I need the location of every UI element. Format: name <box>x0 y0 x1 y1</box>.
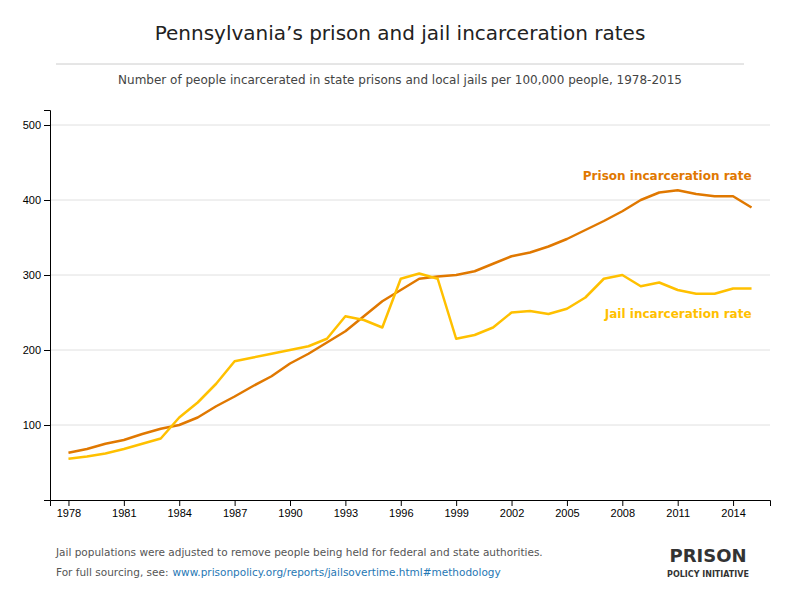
x-tick-label: 1984 <box>167 507 191 519</box>
x-tick-label: 1993 <box>334 507 358 519</box>
grid-line <box>50 350 770 351</box>
x-tick: 1987 <box>223 500 247 519</box>
y-tick: 300 <box>23 269 50 281</box>
x-tick: 2008 <box>611 500 635 519</box>
y-tick: 200 <box>23 344 50 356</box>
x-tick: 1993 <box>334 500 358 519</box>
x-tick: 2011 <box>666 500 690 519</box>
x-tick: 2002 <box>500 500 524 519</box>
x-tick-label: 1978 <box>57 507 81 519</box>
grid-line <box>50 425 770 426</box>
y-tick: 100 <box>23 419 50 431</box>
x-tick-mark <box>124 500 125 506</box>
x-tick-mark <box>512 500 513 506</box>
title: Pennsylvania’s prison and jail incarcera… <box>155 21 646 45</box>
logo: PRISON <box>669 545 746 566</box>
y-tick-mark <box>44 350 50 351</box>
x-tick: 1984 <box>167 500 191 519</box>
x-tick-label: 2011 <box>666 507 690 519</box>
series-label: Jail incarceration rate <box>604 307 752 321</box>
x-tick-mark <box>733 500 734 506</box>
y-tick-label: 100 <box>23 419 41 431</box>
grid-line <box>50 200 770 201</box>
x-tick-label: 1996 <box>389 507 413 519</box>
x-tick-mark <box>235 500 236 506</box>
x-tick-label: 2002 <box>500 507 524 519</box>
x-axis: 1978 1981 1984 1987 1990 1993 1996 1999 2002 2005… <box>51 500 771 519</box>
x-tick: 1999 <box>444 500 468 519</box>
y-tick: 500 <box>23 119 50 131</box>
plot: 1978198119841987199019931996199920022005… <box>23 111 771 519</box>
y-tick: 400 <box>23 194 50 206</box>
footnote: Jail populations were adjusted to remove… <box>55 546 543 558</box>
series-labels: Prison incarceration rate Jail incarcerat… <box>583 169 752 320</box>
y-axis: 100 200 300 400 500 <box>23 111 51 501</box>
x-tick: 1990 <box>278 500 302 519</box>
line-series <box>68 190 751 453</box>
x-tick: 1996 <box>389 500 413 519</box>
y-tick-mark <box>44 125 50 126</box>
y-tick-mark <box>44 200 50 201</box>
y-tick-label: 500 <box>23 119 41 131</box>
x-tick-label: 2005 <box>555 507 579 519</box>
x-tick-label: 2008 <box>611 507 635 519</box>
y-tick-label: 300 <box>23 269 41 281</box>
x-tick: 1978 <box>57 500 81 519</box>
y-tick-mark <box>44 275 50 276</box>
x-tick-mark <box>678 500 679 506</box>
x-tick-mark <box>68 500 69 506</box>
line-series <box>68 274 751 459</box>
chart-svg: Pennsylvania’s prison and jail incarcera… <box>0 0 800 600</box>
x-tick-mark <box>179 500 180 506</box>
x-tick-label: 1981 <box>112 507 136 519</box>
x-axis-line <box>51 501 771 507</box>
y-tick-mark <box>44 425 50 426</box>
x-tick-mark <box>622 500 623 506</box>
logo: POLICY INITIATIVE <box>667 570 749 579</box>
footnote: For full sourcing, see: <box>56 566 169 578</box>
x-tick-label: 2014 <box>721 507 745 519</box>
x-tick: 1981 <box>112 500 136 519</box>
x-tick-label: 1990 <box>278 507 302 519</box>
x-tick-mark <box>567 500 568 506</box>
lines <box>68 190 751 459</box>
x-tick-mark <box>290 500 291 506</box>
source-url: www.prisonpolicy.org/reports/jailsoverti… <box>173 566 501 578</box>
y-tick-label: 400 <box>23 194 41 206</box>
x-tick-mark <box>456 500 457 506</box>
series-label: Prison incarceration rate <box>583 169 752 183</box>
y-tick-label: 200 <box>23 344 41 356</box>
x-tick-label: 1999 <box>444 507 468 519</box>
grid-line <box>50 125 770 126</box>
x-tick: 2005 <box>555 500 579 519</box>
x-tick-mark <box>401 500 402 506</box>
title-rule <box>56 64 744 65</box>
x-tick: 2014 <box>721 500 745 519</box>
subtitle: Number of people incarcerated in state p… <box>118 73 682 87</box>
x-tick-mark <box>345 500 346 506</box>
y-axis-line <box>44 111 51 501</box>
x-tick-label: 1987 <box>223 507 247 519</box>
